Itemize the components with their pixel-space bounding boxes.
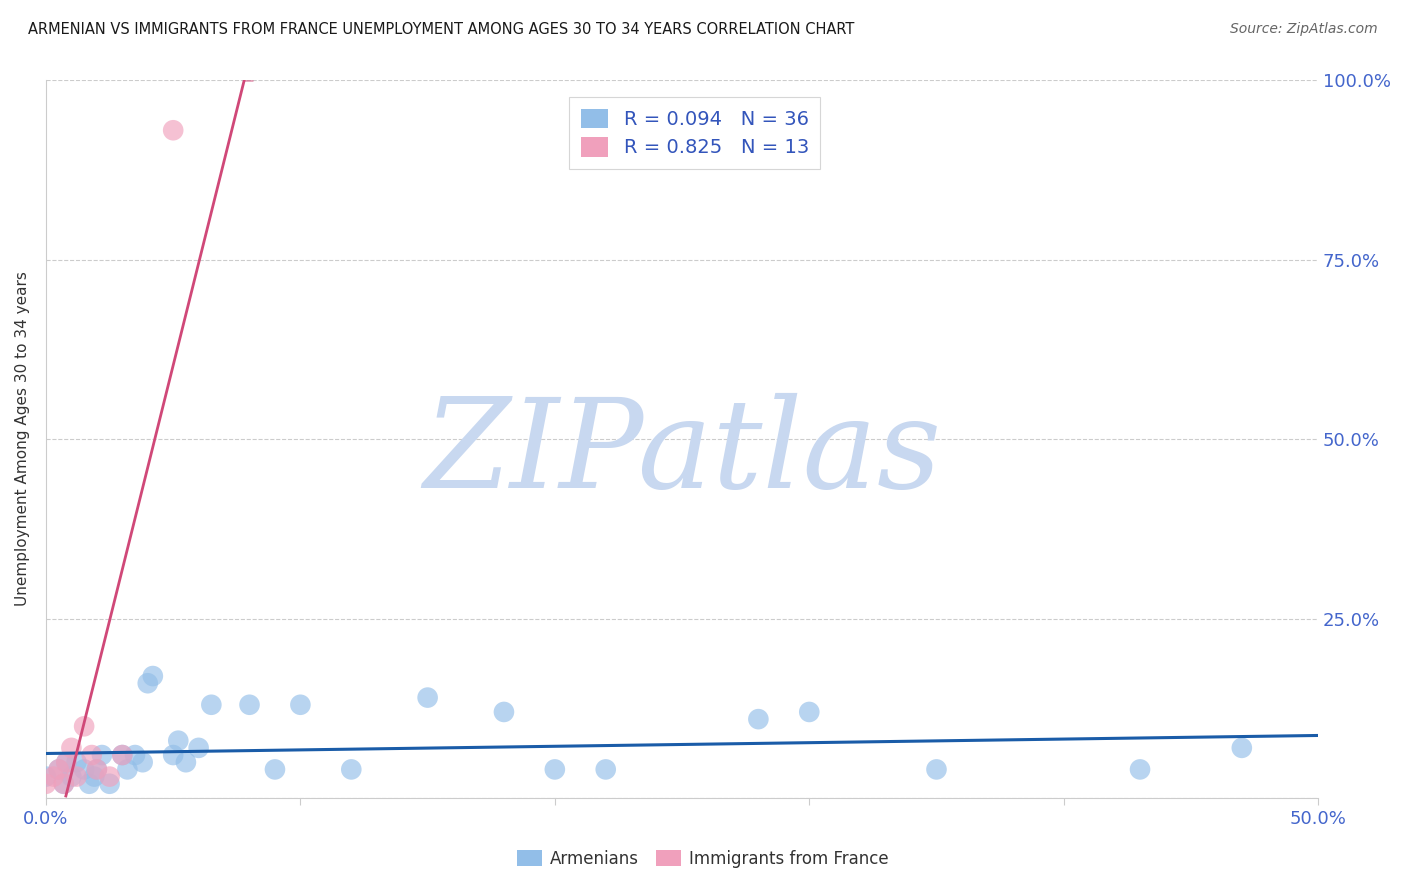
Point <box>136 676 159 690</box>
Point <box>42 770 65 784</box>
Point <box>83 770 105 784</box>
Point <box>65 756 87 770</box>
Point <box>52 777 75 791</box>
Text: Source: ZipAtlas.com: Source: ZipAtlas.com <box>1230 22 1378 37</box>
Point <box>117 763 139 777</box>
Point <box>55 756 77 770</box>
Point <box>167 733 190 747</box>
Point <box>1230 740 1253 755</box>
Point <box>200 698 222 712</box>
Point <box>111 747 134 762</box>
Point <box>91 747 114 762</box>
Legend: Armenians, Immigrants from France: Armenians, Immigrants from France <box>510 844 896 875</box>
Legend: R = 0.094   N = 36, R = 0.825   N = 13: R = 0.094 N = 36, R = 0.825 N = 13 <box>569 97 821 169</box>
Point <box>98 770 121 784</box>
Point <box>174 756 197 770</box>
Text: ARMENIAN VS IMMIGRANTS FROM FRANCE UNEMPLOYMENT AMONG AGES 30 TO 34 YEARS CORREL: ARMENIAN VS IMMIGRANTS FROM FRANCE UNEMP… <box>28 22 855 37</box>
Point <box>52 777 75 791</box>
Point <box>73 763 96 777</box>
Point <box>142 669 165 683</box>
Point <box>48 763 70 777</box>
Point <box>124 747 146 762</box>
Point <box>162 747 184 762</box>
Point <box>35 777 58 791</box>
Point <box>65 770 87 784</box>
Point <box>131 756 153 770</box>
Point <box>86 763 108 777</box>
Point <box>1129 763 1152 777</box>
Point <box>799 705 821 719</box>
Text: ZIPatlas: ZIPatlas <box>423 392 941 514</box>
Point <box>595 763 617 777</box>
Point <box>544 763 567 777</box>
Point <box>60 770 83 784</box>
Point <box>747 712 769 726</box>
Point <box>264 763 287 777</box>
Point <box>416 690 439 705</box>
Point <box>35 770 58 784</box>
Point <box>73 719 96 733</box>
Point <box>60 740 83 755</box>
Point <box>925 763 948 777</box>
Point <box>290 698 312 712</box>
Point <box>86 763 108 777</box>
Point <box>98 777 121 791</box>
Point <box>492 705 515 719</box>
Point <box>80 747 103 762</box>
Point <box>187 740 209 755</box>
Point <box>340 763 363 777</box>
Point <box>55 756 77 770</box>
Y-axis label: Unemployment Among Ages 30 to 34 years: Unemployment Among Ages 30 to 34 years <box>15 272 30 607</box>
Point <box>238 698 260 712</box>
Point <box>111 747 134 762</box>
Point <box>48 763 70 777</box>
Point <box>77 777 100 791</box>
Point <box>162 123 184 137</box>
